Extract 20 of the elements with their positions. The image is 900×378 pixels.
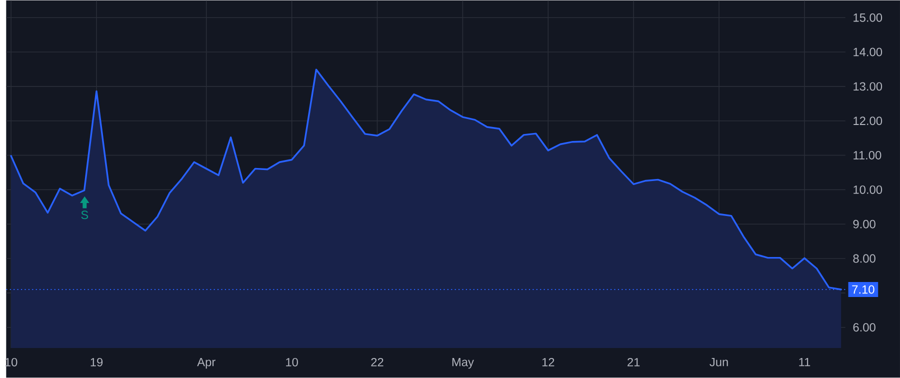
x-tick-label: 12 (542, 358, 554, 366)
x-tick-label: 11 (799, 358, 810, 366)
x-tick-label: 10 (286, 358, 298, 367)
x-tick-label: Jun (710, 358, 728, 366)
x-tick-label: 19 (90, 358, 103, 367)
y-tick-label: 8.00 (853, 254, 876, 263)
y-tick-label: 15.00 (854, 13, 882, 22)
x-tick-label: May (452, 358, 474, 369)
y-tick-label: 12.00 (854, 116, 882, 126)
y-tick-label: 9.00 (853, 220, 876, 228)
y-tick-label: 13.00 (854, 82, 882, 91)
ref-line-label: 7.10 (852, 285, 874, 294)
y-tick-label: 6.00 (853, 323, 876, 332)
annotation: S (81, 210, 88, 220)
y-tick-label: 14.00 (854, 48, 882, 56)
x-tick-label: Apr (197, 358, 216, 369)
y-tick-label: 10.00 (854, 186, 882, 194)
y-tick-label: 11.00 (854, 151, 882, 160)
x-tick-label: 22 (371, 358, 384, 366)
x-tick-label: 21 (628, 358, 640, 366)
